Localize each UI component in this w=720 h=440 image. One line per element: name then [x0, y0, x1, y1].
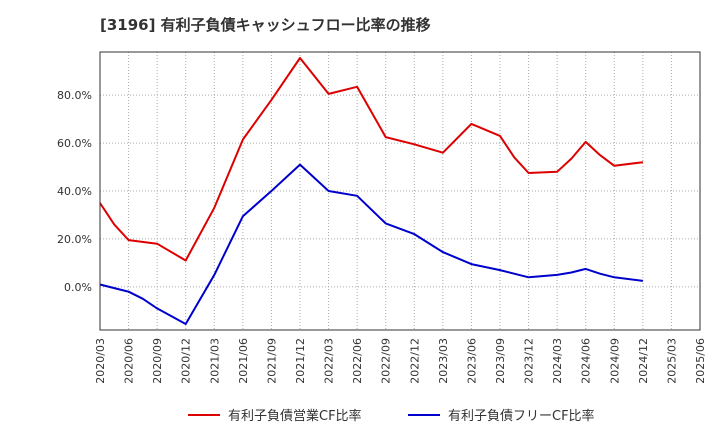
x-tick-label: 2023/12 — [523, 338, 536, 384]
x-tick-label: 2021/12 — [294, 338, 307, 384]
x-tick-label: 2021/03 — [208, 338, 221, 384]
x-tick-label: 2022/12 — [408, 338, 421, 384]
y-axis-ticks: 0.0% 20.0% 40.0% 60.0% 80.0% — [57, 89, 92, 294]
chart-title: [3196] 有利子負債キャッシュフロー比率の推移 — [100, 16, 431, 34]
legend: 有利子負債営業CF比率 有利子負債フリーCF比率 — [188, 408, 595, 424]
series-line-2 — [99, 163, 644, 325]
y-tick-label: 80.0% — [57, 89, 92, 102]
x-tick-label: 2023/06 — [465, 338, 478, 384]
x-tick-label: 2024/09 — [608, 338, 621, 384]
grid — [99, 52, 701, 330]
x-tick-label: 2022/09 — [380, 338, 393, 384]
x-tick-label: 2020/06 — [123, 338, 136, 384]
x-tick-label: 2023/03 — [437, 338, 450, 384]
legend-label-2: 有利子負債フリーCF比率 — [448, 408, 595, 424]
legend-label-1: 有利子負債営業CF比率 — [228, 408, 362, 424]
x-tick-label: 2024/06 — [580, 338, 593, 384]
x-tick-label: 2025/06 — [694, 338, 707, 384]
series-line-1 — [99, 57, 644, 262]
y-tick-label: 20.0% — [57, 233, 92, 246]
y-tick-label: 40.0% — [57, 185, 92, 198]
x-tick-label: 2024/12 — [637, 338, 650, 384]
y-tick-label: 60.0% — [57, 137, 92, 150]
plot-frame — [99, 51, 701, 331]
x-tick-label: 2022/06 — [351, 338, 364, 384]
x-tick-label: 2021/09 — [265, 338, 278, 384]
x-tick-label: 2022/03 — [323, 338, 336, 384]
x-tick-label: 2025/03 — [665, 338, 678, 384]
x-axis-ticks: 2020/03 2020/06 2020/09 2020/12 2021/03 2021/… — [94, 338, 707, 384]
series-lines — [99, 57, 644, 325]
x-tick-label: 2024/03 — [551, 338, 564, 384]
x-tick-label: 2020/03 — [94, 338, 107, 384]
x-tick-label: 2023/09 — [494, 338, 507, 384]
x-tick-label: 2021/06 — [237, 338, 250, 384]
x-tick-label: 2020/09 — [151, 338, 164, 384]
x-tick-label: 2020/12 — [180, 338, 193, 384]
y-tick-label: 0.0% — [64, 281, 92, 294]
